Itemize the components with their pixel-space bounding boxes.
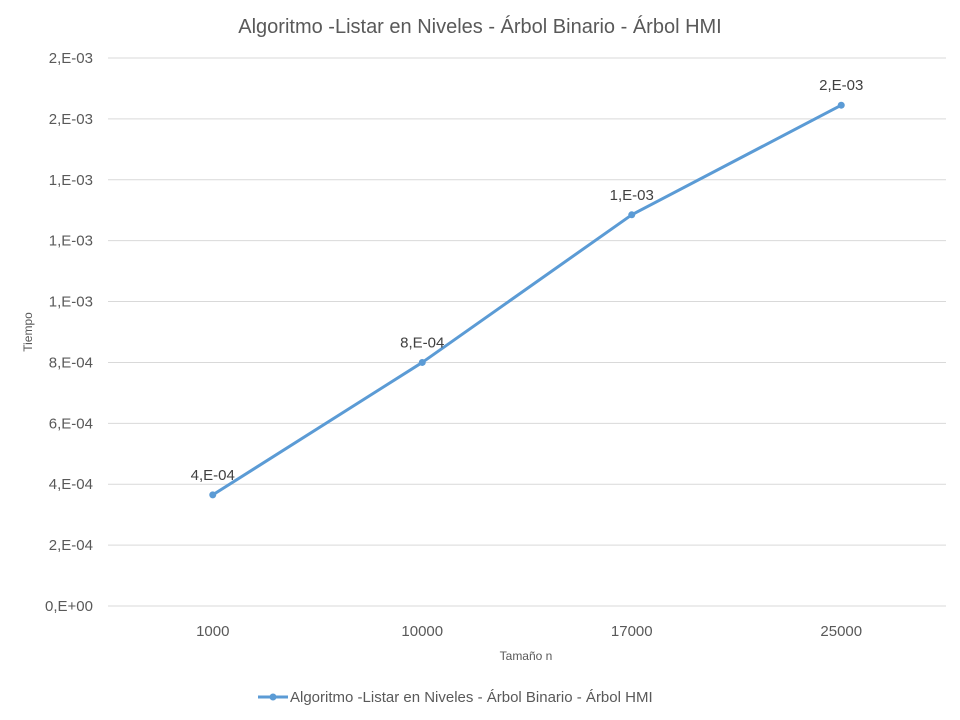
y-tick-label: 1,E-03 [49,294,93,311]
data-point [837,101,845,109]
data-point [628,211,636,219]
legend[interactable]: Algoritmo -Listar en Niveles - Árbol Bin… [258,689,653,706]
x-axis-ticks: 1000 10000 17000 25000 [196,623,862,640]
chart-title: Algoritmo -Listar en Niveles - Árbol Bin… [238,15,722,38]
x-tick-label: 25000 [820,623,862,640]
y-tick-label: 2,E-03 [49,111,93,128]
data-label: 1,E-03 [610,187,654,204]
data-label: 8,E-04 [400,334,444,351]
series-line [211,103,842,497]
series-group [209,101,845,499]
y-tick-label: 6,E-04 [49,415,93,432]
data-labels: 4,E-04 8,E-04 1,E-03 2,E-03 [191,77,864,484]
data-label: 2,E-03 [819,77,863,94]
y-tick-label: 8,E-04 [49,354,93,371]
legend-swatch-marker [269,693,277,701]
data-point [209,491,217,499]
gridlines [108,57,946,607]
x-tick-label: 10000 [401,623,443,640]
legend-label: Algoritmo -Listar en Niveles - Árbol Bin… [290,689,653,706]
data-label: 4,E-04 [191,467,235,484]
y-tick-label: 1,E-03 [49,233,93,250]
data-point [418,358,426,366]
y-axis-ticks: 0,E+00 2,E-04 4,E-04 6,E-04 8,E-04 1,E-03 1,E-… [45,50,93,615]
y-tick-label: 1,E-03 [49,172,93,189]
y-tick-label: 2,E-04 [49,537,93,554]
x-tick-label: 1000 [196,623,229,640]
y-tick-label: 2,E-03 [49,50,93,67]
x-tick-label: 17000 [611,623,653,640]
y-tick-label: 0,E+00 [45,598,93,615]
x-axis-title: Tamaño n [500,649,553,663]
y-axis-title: Tiempo [21,312,35,352]
y-tick-label: 4,E-04 [49,476,93,493]
